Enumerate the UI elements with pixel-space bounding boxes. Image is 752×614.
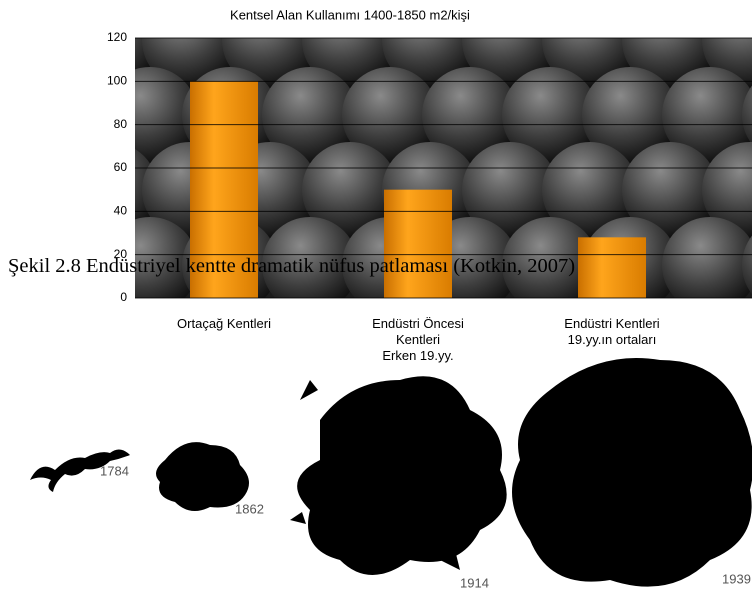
x-tick-label: Endüstri Öncesi Kentleri Erken 19.yy.: [333, 316, 503, 364]
y-tick-label: 80: [114, 117, 128, 131]
y-tick-label: 60: [114, 160, 128, 174]
map-year: 1914: [460, 575, 489, 590]
y-tick-label: 40: [114, 204, 128, 218]
chart-title: Kentsel Alan Kullanımı 1400-1850 m2/kişi: [230, 7, 470, 22]
x-tick-label: Ortaçağ Kentleri: [139, 316, 309, 332]
map-year: 1784: [100, 463, 129, 478]
map-year: 1939: [722, 571, 751, 586]
y-tick-label: 100: [107, 74, 127, 88]
x-tick-label: Endüstri Kentleri 19.yy.ın ortaları: [527, 316, 697, 348]
caption: Şekil 2.8 Endüstriyel kentte dramatik nü…: [8, 255, 575, 278]
map-year: 1862: [235, 501, 264, 516]
page: Kentsel Alan Kullanımı 1400-1850 m2/kişi…: [0, 0, 752, 614]
y-tick-label: 120: [107, 30, 127, 44]
bar: [384, 190, 452, 298]
chart: Kentsel Alan Kullanımı 1400-1850 m2/kişi…: [0, 0, 752, 614]
map-1914: [290, 376, 507, 575]
bar: [578, 237, 646, 298]
y-tick-label: 0: [120, 290, 127, 304]
maps: [30, 358, 752, 587]
map-1939: [512, 358, 752, 587]
